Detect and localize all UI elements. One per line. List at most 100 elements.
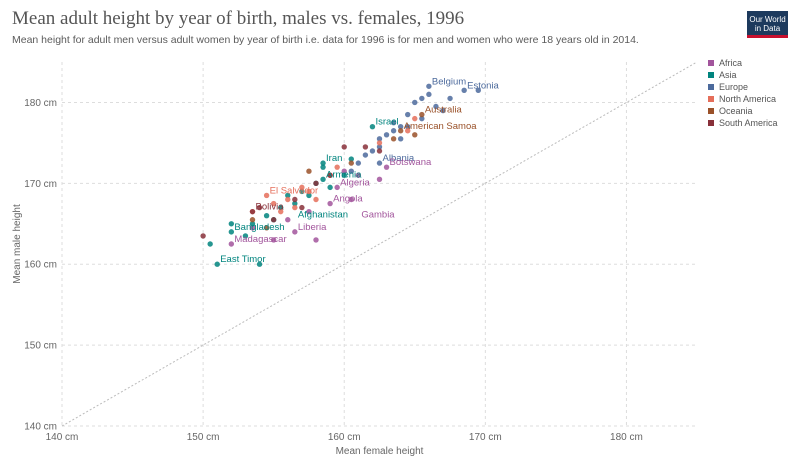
data-point[interactable] [369, 148, 376, 154]
data-point[interactable] [369, 124, 376, 130]
data-point[interactable] [390, 128, 397, 134]
data-point[interactable] [306, 168, 312, 174]
data-point[interactable] [348, 160, 354, 166]
data-point[interactable] [278, 208, 284, 215]
data-point[interactable] [299, 188, 305, 195]
data-point[interactable] [334, 184, 340, 191]
data-point[interactable] [263, 192, 270, 199]
legend-item[interactable]: Europe [708, 81, 778, 93]
data-point[interactable] [285, 192, 291, 199]
data-point[interactable] [306, 192, 312, 199]
data-point[interactable] [256, 204, 263, 211]
data-point[interactable] [278, 204, 284, 211]
data-point[interactable] [249, 217, 256, 223]
data-point[interactable] [376, 136, 383, 142]
data-point[interactable] [249, 225, 256, 231]
data-point[interactable] [405, 128, 411, 134]
data-point[interactable] [270, 217, 277, 223]
data-point[interactable] [242, 233, 249, 239]
data-point[interactable] [412, 99, 418, 106]
data-point[interactable] [348, 196, 354, 203]
data-point[interactable] [207, 241, 213, 247]
data-point[interactable] [390, 136, 397, 142]
data-point[interactable] [362, 152, 369, 158]
data-point[interactable] [306, 188, 312, 195]
data-point[interactable] [383, 132, 390, 138]
data-point[interactable] [263, 212, 270, 219]
data-point[interactable] [348, 168, 354, 174]
data-point[interactable] [256, 261, 263, 267]
data-point[interactable] [306, 208, 312, 215]
data-point[interactable] [228, 221, 235, 227]
data-point[interactable] [355, 160, 362, 166]
data-point[interactable] [292, 196, 298, 203]
legend-item[interactable]: South America [708, 117, 778, 129]
data-point[interactable] [440, 107, 446, 114]
data-point[interactable] [228, 241, 235, 247]
data-point[interactable] [341, 168, 347, 174]
data-point[interactable] [292, 204, 298, 211]
data-point[interactable] [390, 119, 397, 126]
data-point[interactable] [249, 208, 256, 215]
data-point[interactable] [313, 237, 319, 243]
data-point[interactable] [292, 200, 298, 207]
legend-item[interactable]: Asia [708, 69, 778, 81]
data-point[interactable] [299, 184, 305, 191]
data-point[interactable] [228, 229, 235, 235]
data-point[interactable] [200, 233, 206, 239]
data-point[interactable] [334, 164, 340, 170]
data-point[interactable] [419, 111, 425, 118]
data-point[interactable] [376, 160, 383, 166]
data-point[interactable] [475, 87, 481, 94]
data-point[interactable] [405, 111, 411, 118]
data-point[interactable] [285, 217, 291, 223]
data-point[interactable] [285, 196, 291, 203]
data-point[interactable] [397, 136, 404, 142]
data-point[interactable] [355, 172, 362, 178]
data-point[interactable] [412, 132, 418, 138]
data-point[interactable] [419, 115, 425, 122]
point-label: Israel [375, 117, 398, 128]
legend-item[interactable]: Oceania [708, 105, 778, 117]
data-point[interactable] [376, 144, 383, 150]
owid-logo[interactable]: Our World in Data [747, 11, 788, 38]
data-point[interactable] [376, 148, 383, 154]
data-point[interactable] [270, 200, 277, 207]
x-tick-label: 150 cm [187, 432, 220, 443]
data-point[interactable] [313, 196, 319, 203]
data-point[interactable] [327, 172, 333, 178]
legend-item[interactable]: Africa [708, 57, 778, 69]
data-point[interactable] [362, 144, 369, 150]
data-point[interactable] [299, 204, 305, 211]
logo-line-1: Our World [749, 15, 786, 24]
data-point[interactable] [292, 229, 298, 235]
data-point[interactable] [376, 140, 383, 146]
data-point[interactable] [320, 160, 326, 166]
data-point[interactable] [341, 172, 347, 178]
data-point[interactable] [447, 95, 453, 102]
data-point[interactable] [412, 115, 418, 122]
data-point[interactable] [320, 164, 326, 170]
data-point[interactable] [327, 200, 333, 207]
data-point[interactable] [426, 91, 432, 98]
data-point[interactable] [320, 176, 326, 182]
data-point[interactable] [341, 144, 347, 150]
data-point[interactable] [270, 237, 277, 243]
data-point[interactable] [426, 83, 432, 89]
data-point[interactable] [419, 95, 425, 102]
data-point[interactable] [383, 164, 390, 170]
data-point[interactable] [313, 180, 319, 187]
data-point[interactable] [214, 261, 220, 267]
data-point[interactable] [433, 103, 439, 110]
data-point[interactable] [327, 184, 333, 191]
data-point[interactable] [405, 124, 411, 130]
data-point[interactable] [376, 176, 383, 182]
legend-item[interactable]: North America [708, 93, 778, 105]
data-point[interactable] [461, 87, 467, 94]
data-point[interactable] [249, 221, 256, 227]
data-point[interactable] [397, 124, 404, 130]
data-point[interactable] [397, 128, 404, 134]
data-point[interactable] [348, 156, 354, 162]
logo-line-2: in Data [754, 24, 781, 33]
data-point[interactable] [263, 225, 270, 231]
